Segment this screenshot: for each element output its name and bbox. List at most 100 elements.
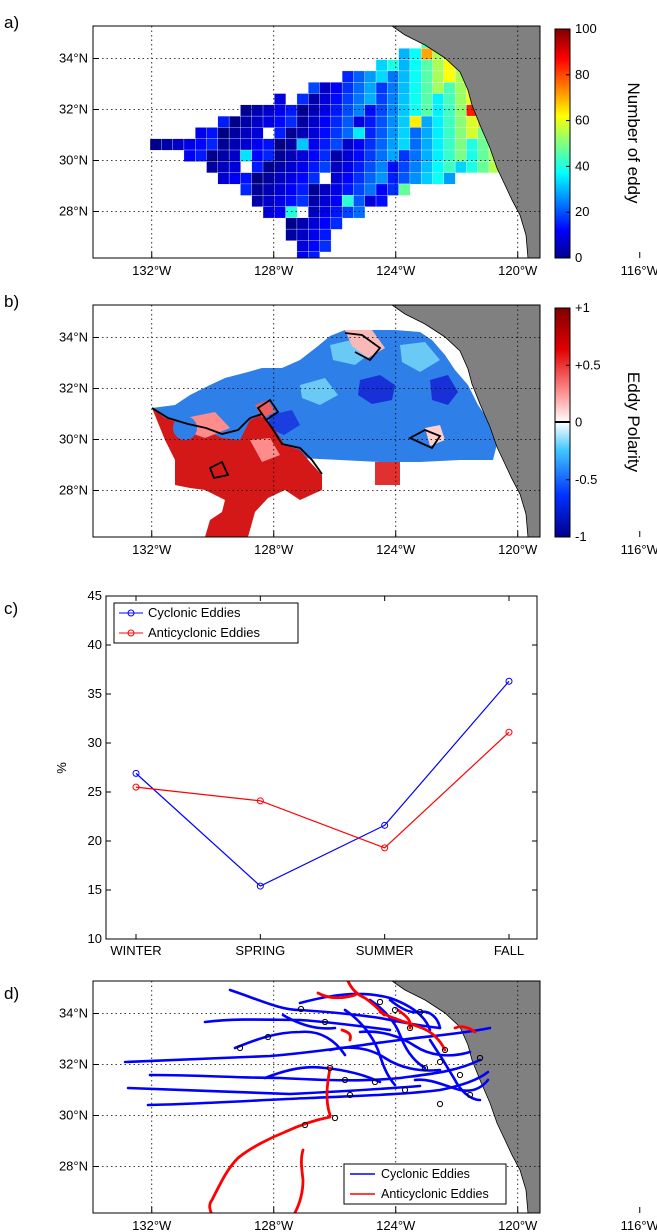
- eddy-count-cell: [353, 195, 366, 207]
- legend-c: Cyclonic Eddies Anticyclonic Eddies: [113, 602, 299, 644]
- polarity-positive-patch-2: [255, 400, 275, 418]
- eddy-count-cell: [251, 138, 264, 151]
- eddy-count-cell: [443, 138, 456, 151]
- eddy-count-cell: [409, 59, 422, 72]
- eddy-count-cell: [251, 172, 264, 185]
- eddy-count-cell: [387, 70, 400, 83]
- eddy-count-cell: [319, 138, 332, 151]
- eddy-count-cell: [240, 172, 253, 185]
- eddy-count-cell: [330, 93, 343, 106]
- x-tick-label: WINTER: [110, 943, 161, 958]
- eddy-count-cell: [308, 115, 320, 128]
- eddy-count-cell: [409, 48, 422, 61]
- y-tick-label: 15: [88, 882, 102, 897]
- x-tick-label: 120°W: [498, 1218, 538, 1232]
- data-point: [132, 769, 140, 777]
- eddy-count-cell: [341, 104, 354, 117]
- series-line: [135, 731, 510, 849]
- eddy-count-cell: [262, 104, 275, 117]
- eddy-count-cell: [308, 228, 320, 241]
- eddy-count-cell: [274, 149, 287, 162]
- eddy-count-cell: [409, 127, 422, 140]
- eddy-count-cell: [274, 93, 287, 106]
- eddy-count-cell: [251, 115, 264, 128]
- eddy-count-cell: [375, 149, 388, 162]
- polarity-positive-patch-1: [375, 462, 400, 485]
- eddy-count-cell: [217, 138, 230, 151]
- eddy-count-cell: [319, 161, 332, 174]
- panel-c-seasonal-line-chart: c) 10 15 20 25 30 35 40 45 WINTER SPRING SUMMER FAL…: [4, 588, 538, 958]
- eddy-count-cell: [353, 82, 366, 94]
- eddy-count-cell: [387, 59, 400, 72]
- eddy-count-cell: [409, 161, 422, 174]
- legend-c-anticyclonic: Anticyclonic Eddies: [148, 625, 260, 640]
- eddy-count-cell: [308, 127, 320, 140]
- eddy-count-cell: [319, 183, 332, 196]
- eddy-count-cell: [285, 228, 298, 241]
- eddy-count-cell: [421, 172, 433, 185]
- data-point: [256, 797, 264, 805]
- eddy-count-cell: [274, 127, 287, 140]
- eddy-count-cell: [409, 82, 422, 94]
- eddy-count-cell: [443, 172, 456, 185]
- data-point: [381, 844, 389, 852]
- eddy-count-cell: [398, 104, 411, 117]
- eddy-count-cell: [341, 115, 354, 128]
- y-tick-label: 25: [88, 784, 102, 799]
- eddy-count-cell: [432, 149, 445, 162]
- y-tick-label: 32°N: [59, 381, 88, 396]
- eddy-count-cell: [274, 183, 287, 196]
- eddy-count-cell: [375, 115, 388, 128]
- polarity-deep-negative-2: [430, 375, 458, 405]
- eddy-count-cell: [353, 161, 366, 174]
- eddy-count-cell: [477, 161, 490, 174]
- eddy-count-cell: [296, 217, 309, 230]
- y-tick-label: 45: [88, 588, 102, 603]
- eddy-count-cell: [409, 104, 422, 117]
- y-tick-label: 32°N: [59, 102, 88, 117]
- colorbar-tick-label: 0: [575, 415, 582, 430]
- eddy-count-cell: [364, 115, 377, 128]
- eddy-count-cell: [432, 127, 445, 140]
- polarity-deep-negative-3: [268, 410, 300, 435]
- eddy-count-cell: [319, 104, 332, 117]
- eddy-count-cell: [454, 161, 467, 174]
- eddy-count-cell: [398, 82, 411, 94]
- eddy-count-cell: [206, 138, 219, 151]
- panel-a-eddy-count-map: a) 132°W 128°W 124°W 120°W 116°W 28°N 30°N 32°N…: [4, 13, 657, 278]
- eddy-count-cell: [308, 149, 320, 162]
- eddy-count-cell: [387, 172, 400, 185]
- eddy-count-cell: [375, 70, 388, 83]
- eddy-count-cell: [454, 138, 467, 151]
- land-mass-a: [391, 26, 540, 258]
- eddy-count-cell: [206, 149, 219, 162]
- x-tick-label: SUMMER: [356, 943, 414, 958]
- eddy-count-cell: [364, 82, 377, 94]
- legend-d-anticyclonic: Anticyclonic Eddies: [381, 1187, 489, 1201]
- legend-c-cyclonic: Cyclonic Eddies: [148, 605, 241, 620]
- eddy-count-cell: [262, 149, 275, 162]
- eddy-count-cell: [432, 104, 445, 117]
- colorbar-tick-label: 40: [575, 158, 589, 173]
- eddy-count-cell: [308, 138, 320, 151]
- eddy-count-cell: [364, 172, 377, 185]
- eddy-count-cell: [364, 70, 377, 83]
- eddy-count-cell: [319, 115, 332, 128]
- eddy-count-cell: [409, 93, 422, 106]
- eddy-count-cell: [319, 82, 332, 94]
- eddy-count-cell: [398, 149, 411, 162]
- eddy-count-cell: [432, 82, 445, 94]
- eddy-count-cell: [341, 206, 354, 219]
- eddy-count-cell: [353, 206, 366, 219]
- eddy-count-cell: [454, 149, 467, 162]
- y-tick-label: 28°N: [59, 1159, 88, 1174]
- eddy-count-cell: [466, 115, 479, 128]
- eddy-count-cell: [330, 138, 343, 151]
- land-mass-b: [391, 305, 540, 537]
- eddy-count-cell: [274, 195, 287, 207]
- eddy-count-cell: [466, 149, 479, 162]
- legend-d-box: [343, 1163, 507, 1205]
- colorbar-b-label: Eddy Polarity: [624, 372, 643, 473]
- eddy-count-cell: [262, 183, 275, 196]
